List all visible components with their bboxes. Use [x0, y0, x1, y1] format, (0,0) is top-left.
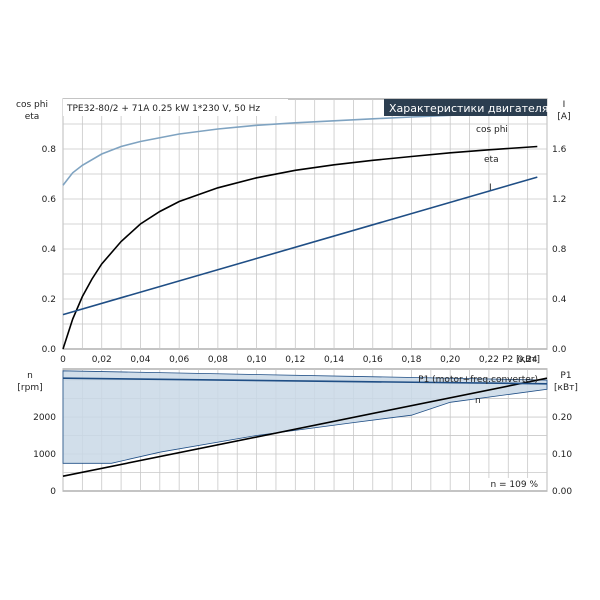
x-tick-label: 0,20: [440, 355, 460, 365]
x-tick-label: 0,24: [518, 355, 538, 365]
series-line-i: [62, 176, 538, 316]
x-tick-label: 0,06: [169, 355, 189, 365]
right-y-tick-label: 0.0: [552, 345, 567, 355]
left-y-tick-label: 0.4: [42, 245, 57, 255]
left-axis-label-line1: cos phi: [16, 100, 48, 110]
series-line-cos-phi: [62, 110, 538, 186]
left-axis-label-line2: eta: [25, 112, 40, 122]
x-tick-label: 0,02: [92, 355, 112, 365]
x-tick-label: 0,22: [479, 355, 499, 365]
badge-label: Характеристики двигателя: [389, 102, 548, 115]
series-label-eta: eta: [484, 155, 499, 165]
x-tick-label: 0,18: [401, 355, 421, 365]
right-axis-label-line1: I: [563, 100, 566, 110]
title-box: [63, 99, 288, 116]
right-y-tick-label: 0.4: [552, 295, 567, 305]
left-y-tick-label: 0.0: [42, 345, 57, 355]
left-y-tick-label: 0.8: [42, 145, 57, 155]
x-tick-label: 0,08: [208, 355, 228, 365]
top-panel: cos phi eta I 0 0,02 0,04 0,06 0,08 0,10 0,12 0,1…: [16, 98, 571, 365]
bottom-left-axis-label-line1: n: [27, 371, 33, 381]
right-y-tick-label: 1.2: [552, 195, 566, 205]
bottom-right-axis-label-line1: P1: [560, 371, 571, 381]
left-y-tick-label: 0.2: [42, 295, 56, 305]
x-tick-label: 0,14: [324, 355, 344, 365]
right-y-tick-label: 1.6: [552, 145, 567, 155]
bottom-right-axis-label-line2: [кВт]: [554, 383, 578, 393]
badge-box: [384, 99, 547, 116]
annotation-box: [486, 478, 544, 490]
bottom-left-axis-label-line2: [rpm]: [17, 383, 42, 393]
x-tick-label: 0,10: [247, 355, 267, 365]
x-tick-label: 0,12: [285, 355, 305, 365]
operating-range-area: [62, 370, 548, 464]
series-label-i: I: [489, 183, 492, 193]
bottom-left-y-tick-label: 2000: [33, 413, 56, 423]
bottom-left-y-tick-label: 1000: [33, 450, 56, 460]
x-tick-label: 0: [60, 355, 66, 365]
right-y-tick-label: 0.8: [552, 245, 567, 255]
series-label-cos-phi: cos phi: [476, 125, 508, 135]
bottom-series-line-n: [62, 377, 548, 385]
chart-title: TPE32-80/2 + 71A 0.25 kW 1*230 V, 50 Hz: [66, 104, 260, 114]
x-tick-label: 0,04: [130, 355, 150, 365]
bottom-right-y-tick-label: 0.20: [552, 413, 572, 423]
bottom-right-y-tick-label: 0.00: [552, 487, 572, 497]
series-line-eta: [62, 145, 538, 350]
right-axis-label-line2: [A]: [557, 112, 570, 122]
left-y-tick-label: 0.6: [42, 195, 57, 205]
bottom-right-y-tick-label: 0.10: [552, 450, 572, 460]
x-tick-label: 0,16: [363, 355, 383, 365]
efficiency-annotation: n = 109 %: [490, 480, 538, 490]
bottom-panel: P1 (motor+freq.converter) n 0 1000 2000 0.00…: [17, 368, 578, 497]
series-label-p1: P1 (motor+freq.converter): [418, 375, 538, 385]
bottom-left-y-tick-label: 0: [50, 487, 56, 497]
bottom-series-line-p1: [62, 377, 548, 477]
x-axis-label: P2 [кВт]: [502, 355, 540, 365]
series-label-n: n: [475, 396, 481, 406]
